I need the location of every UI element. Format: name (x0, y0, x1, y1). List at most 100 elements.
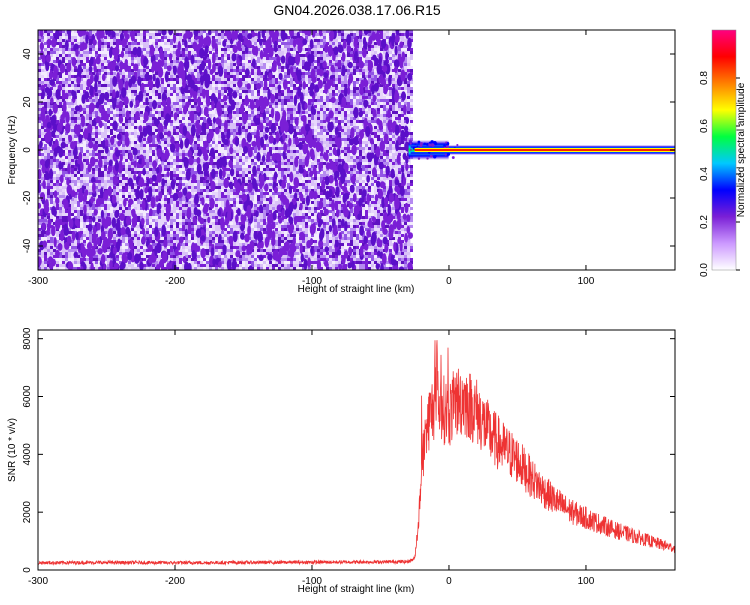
noise-cell (221, 81, 224, 84)
noise-cell (365, 138, 368, 141)
noise-cell (344, 141, 347, 144)
noise-cell (290, 120, 293, 123)
noise-cell (344, 138, 347, 141)
noise-cell (218, 81, 221, 84)
noise-cell (365, 114, 368, 117)
noise-cell (242, 87, 245, 90)
noise-cell (116, 108, 119, 111)
noise-cell (242, 75, 245, 78)
noise-cell (158, 93, 161, 96)
noise-cell (83, 156, 86, 159)
noise-cell (335, 72, 338, 75)
noise-cell (203, 138, 206, 141)
noise-cell (260, 90, 263, 93)
noise-cell (269, 144, 272, 147)
noise-cell (152, 90, 155, 93)
noise-cell (182, 51, 185, 54)
noise-cell (170, 153, 173, 156)
noise-cell (239, 165, 242, 168)
noise-cell (44, 36, 47, 39)
noise-cell (71, 117, 74, 120)
noise-cell (239, 96, 242, 99)
noise-cell (98, 48, 101, 51)
noise-cell (122, 111, 125, 114)
noise-cell (287, 135, 290, 138)
noise-cell (176, 84, 179, 87)
noise-cell (218, 147, 221, 150)
noise-cell (272, 162, 275, 165)
noise-cell (356, 102, 359, 105)
noise-cell (230, 75, 233, 78)
noise-cell (338, 120, 341, 123)
noise-cell (62, 48, 65, 51)
noise-cell (203, 102, 206, 105)
noise-cell (164, 132, 167, 135)
noise-cell (59, 102, 62, 105)
noise-cell (317, 105, 320, 108)
noise-cell (338, 90, 341, 93)
noise-cell (275, 90, 278, 93)
noise-cell (131, 120, 134, 123)
noise-cell (245, 168, 248, 171)
noise-cell (236, 72, 239, 75)
noise-cell (218, 48, 221, 51)
noise-cell (323, 57, 326, 60)
noise-cell (104, 132, 107, 135)
noise-cell (59, 42, 62, 45)
noise-cell (188, 54, 191, 57)
noise-cell (86, 111, 89, 114)
noise-cell (320, 60, 323, 63)
noise-cell (62, 159, 65, 162)
noise-cell (380, 159, 383, 162)
noise-cell (200, 135, 203, 138)
noise-cell (398, 117, 401, 120)
noise-cell (182, 48, 185, 51)
noise-cell (209, 90, 212, 93)
noise-cell (128, 129, 131, 132)
noise-cell (263, 123, 266, 126)
noise-cell (104, 126, 107, 129)
noise-cell (356, 132, 359, 135)
noise-cell (215, 51, 218, 54)
noise-cell (365, 60, 368, 63)
noise-cell (326, 108, 329, 111)
noise-cell (53, 60, 56, 63)
noise-cell (50, 105, 53, 108)
noise-cell (410, 117, 413, 120)
noise-cell (362, 69, 365, 72)
noise-cell (236, 162, 239, 165)
noise-cell (146, 42, 149, 45)
noise-cell (404, 102, 407, 105)
noise-cell (263, 168, 266, 171)
noise-cell (404, 42, 407, 45)
noise-cell (224, 51, 227, 54)
noise-cell (179, 33, 182, 36)
noise-cell (386, 99, 389, 102)
noise-cell (332, 144, 335, 147)
noise-cell (407, 90, 410, 93)
noise-cell (176, 81, 179, 84)
noise-cell (110, 117, 113, 120)
noise-cell (170, 48, 173, 51)
noise-cell (320, 132, 323, 135)
noise-cell (212, 84, 215, 87)
noise-cell (290, 99, 293, 102)
noise-cell (287, 87, 290, 90)
noise-cell (323, 54, 326, 57)
noise-cell (230, 144, 233, 147)
noise-cell (158, 39, 161, 42)
noise-cell (299, 66, 302, 69)
noise-cell (260, 63, 263, 66)
noise-cell (95, 129, 98, 132)
noise-cell (245, 60, 248, 63)
noise-cell (236, 87, 239, 90)
noise-cell (341, 147, 344, 150)
noise-cell (185, 51, 188, 54)
noise-cell (68, 84, 71, 87)
noise-cell (350, 162, 353, 165)
noise-cell (68, 57, 71, 60)
noise-cell (173, 99, 176, 102)
noise-cell (287, 93, 290, 96)
noise-cell (62, 171, 65, 174)
noise-cell (56, 81, 59, 84)
